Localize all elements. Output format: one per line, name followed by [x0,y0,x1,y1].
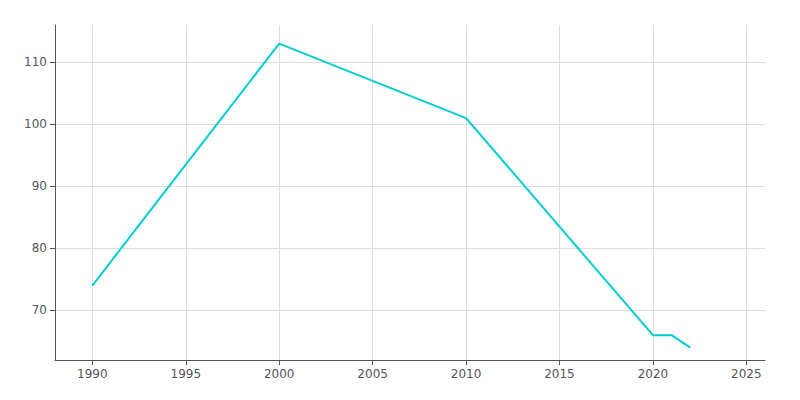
svg-text:2020: 2020 [638,367,669,381]
svg-text:2015: 2015 [544,367,575,381]
svg-text:70: 70 [32,303,47,317]
svg-text:90: 90 [32,179,47,193]
svg-text:2005: 2005 [357,367,388,381]
svg-text:2000: 2000 [264,367,295,381]
svg-text:100: 100 [24,117,47,131]
svg-text:2025: 2025 [731,367,762,381]
svg-text:2010: 2010 [451,367,482,381]
svg-text:1990: 1990 [77,367,108,381]
svg-text:80: 80 [32,241,47,255]
svg-text:1995: 1995 [171,367,202,381]
svg-text:110: 110 [24,55,47,69]
